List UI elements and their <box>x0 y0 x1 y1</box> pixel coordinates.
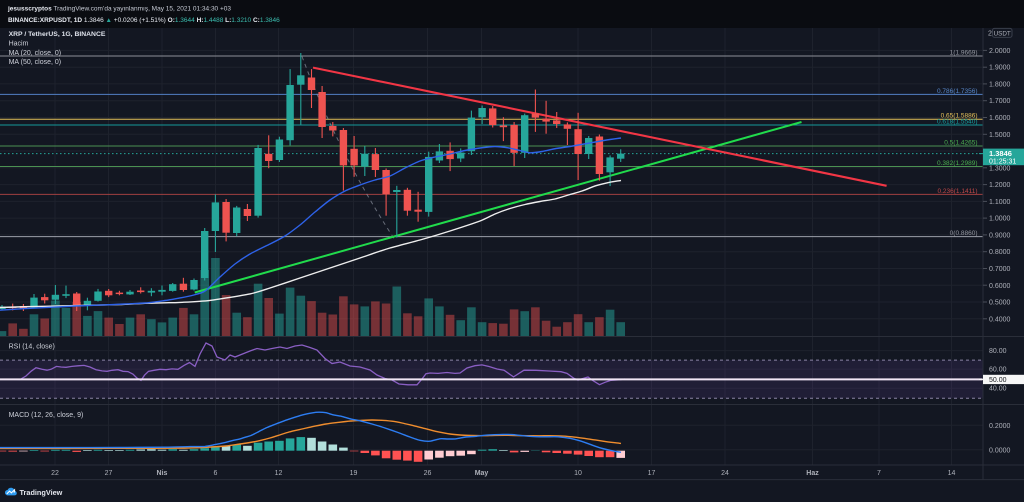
svg-text:1(1.9669): 1(1.9669) <box>950 49 978 56</box>
svg-text:1.8000: 1.8000 <box>989 81 1011 88</box>
svg-text:0(0.8860): 0(0.8860) <box>950 230 978 237</box>
svg-text:80.00: 80.00 <box>989 348 1007 355</box>
svg-text:0.9000: 0.9000 <box>989 232 1011 239</box>
svg-text:XRP / TetherUS, 1G, BINANCE: XRP / TetherUS, 1G, BINANCE <box>9 31 106 38</box>
svg-text:50.00: 50.00 <box>989 377 1007 384</box>
svg-text:26: 26 <box>424 470 432 477</box>
svg-text:14: 14 <box>948 470 956 477</box>
svg-text:19: 19 <box>350 470 358 477</box>
svg-text:0.7000: 0.7000 <box>989 266 1011 273</box>
svg-text:0.8000: 0.8000 <box>989 249 1011 256</box>
svg-text:BINANCE:XRPUSDT, 1D 1.3846 ▲: BINANCE:XRPUSDT, 1D 1.3846 ▲ +0.0206 (+1… <box>8 17 280 24</box>
svg-text:1.5000: 1.5000 <box>989 132 1011 139</box>
svg-text:27: 27 <box>105 470 113 477</box>
svg-text:1.9000: 1.9000 <box>989 65 1011 72</box>
svg-text:0.5000: 0.5000 <box>989 300 1011 307</box>
svg-text:jesusscryptos TradingView.com’: jesusscryptos TradingView.com’da yayınla… <box>7 5 231 12</box>
svg-text:1.3000: 1.3000 <box>989 165 1011 172</box>
svg-text:0.786(1.7356): 0.786(1.7356) <box>937 88 977 95</box>
svg-text:24: 24 <box>721 470 729 477</box>
svg-text:Hacim: Hacim <box>9 40 29 47</box>
svg-text:1.0000: 1.0000 <box>989 216 1011 223</box>
svg-text:1.7000: 1.7000 <box>989 98 1011 105</box>
svg-text:2: 2 <box>988 31 992 38</box>
svg-text:17: 17 <box>648 470 656 477</box>
svg-text:MA (50, close, 0): MA (50, close, 0) <box>9 59 62 66</box>
svg-text:Haz: Haz <box>806 470 819 477</box>
svg-text:1.2000: 1.2000 <box>989 182 1011 189</box>
svg-text:0.4000: 0.4000 <box>989 316 1011 323</box>
svg-text:RSI (14, close): RSI (14, close) <box>9 343 55 350</box>
svg-text:0.65(1.5886): 0.65(1.5886) <box>941 113 978 120</box>
svg-text:6: 6 <box>214 470 218 477</box>
svg-text:MA (20, close, 0): MA (20, close, 0) <box>9 50 62 57</box>
svg-text:40.00: 40.00 <box>989 386 1007 393</box>
svg-text:1.3846: 1.3846 <box>989 149 1012 158</box>
svg-text:0.6000: 0.6000 <box>989 283 1011 290</box>
svg-text:2.0000: 2.0000 <box>989 48 1011 55</box>
svg-text:May: May <box>475 470 489 477</box>
svg-text:1.1000: 1.1000 <box>989 199 1011 206</box>
svg-text:01:25:31: 01:25:31 <box>989 159 1016 166</box>
svg-text:22: 22 <box>51 470 59 477</box>
svg-text:0.5(1.4265): 0.5(1.4265) <box>944 139 977 146</box>
svg-text:60.00: 60.00 <box>989 367 1007 374</box>
svg-text:12: 12 <box>275 470 283 477</box>
svg-text:Nis: Nis <box>157 470 168 477</box>
svg-text:MACD (12, 26, close, 9): MACD (12, 26, close, 9) <box>9 412 84 419</box>
svg-text:10: 10 <box>574 470 582 477</box>
svg-text:7: 7 <box>877 470 881 477</box>
svg-text:USDT: USDT <box>994 30 1011 37</box>
svg-text:0.382(1.2989): 0.382(1.2989) <box>937 160 977 167</box>
svg-text:0.2000: 0.2000 <box>989 423 1011 430</box>
svg-text:TradingView: TradingView <box>20 488 63 497</box>
svg-text:0.618(1.5540): 0.618(1.5540) <box>937 118 977 125</box>
svg-text:1.6000: 1.6000 <box>989 115 1011 122</box>
svg-text:0.0000: 0.0000 <box>989 447 1011 454</box>
svg-text:0.236(1.1411): 0.236(1.1411) <box>938 188 978 195</box>
